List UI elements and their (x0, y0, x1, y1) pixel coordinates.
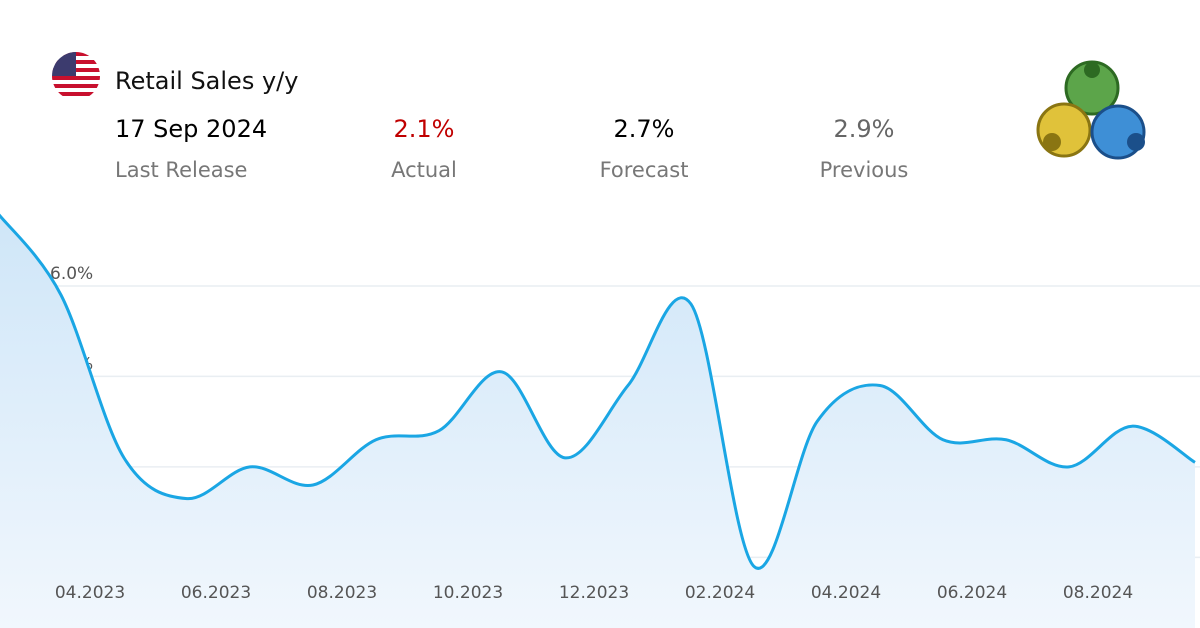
flag (52, 52, 100, 100)
x-tick-label: 04.2023 (55, 583, 125, 603)
header-label: Forecast (600, 158, 689, 182)
title: Retail Sales y/y (115, 67, 298, 95)
y-tick-label: 6.0% (50, 264, 93, 284)
area (0, 215, 1195, 628)
x-tick-label: 10.2023 (433, 583, 503, 603)
header-value: 17 Sep 2024 (115, 115, 267, 143)
x-tick-label: 12.2023 (559, 583, 629, 603)
header-label: Last Release (115, 158, 247, 182)
line (0, 213, 1196, 570)
x-tick-label: 06.2023 (181, 583, 251, 603)
header-value: 2.1% (394, 115, 455, 143)
x-tick-label: 08.2024 (1063, 583, 1133, 603)
x-tick-label: 08.2023 (307, 583, 377, 603)
logo (1036, 60, 1146, 160)
x-tick-label: 04.2024 (811, 583, 881, 603)
header-value: 2.9% (834, 115, 895, 143)
header-label: Previous (820, 158, 909, 182)
header-value: 2.7% (614, 115, 675, 143)
x-tick-label: 06.2024 (937, 583, 1007, 603)
x-tick-label: 02.2024 (685, 583, 755, 603)
header-label: Actual (391, 158, 457, 182)
